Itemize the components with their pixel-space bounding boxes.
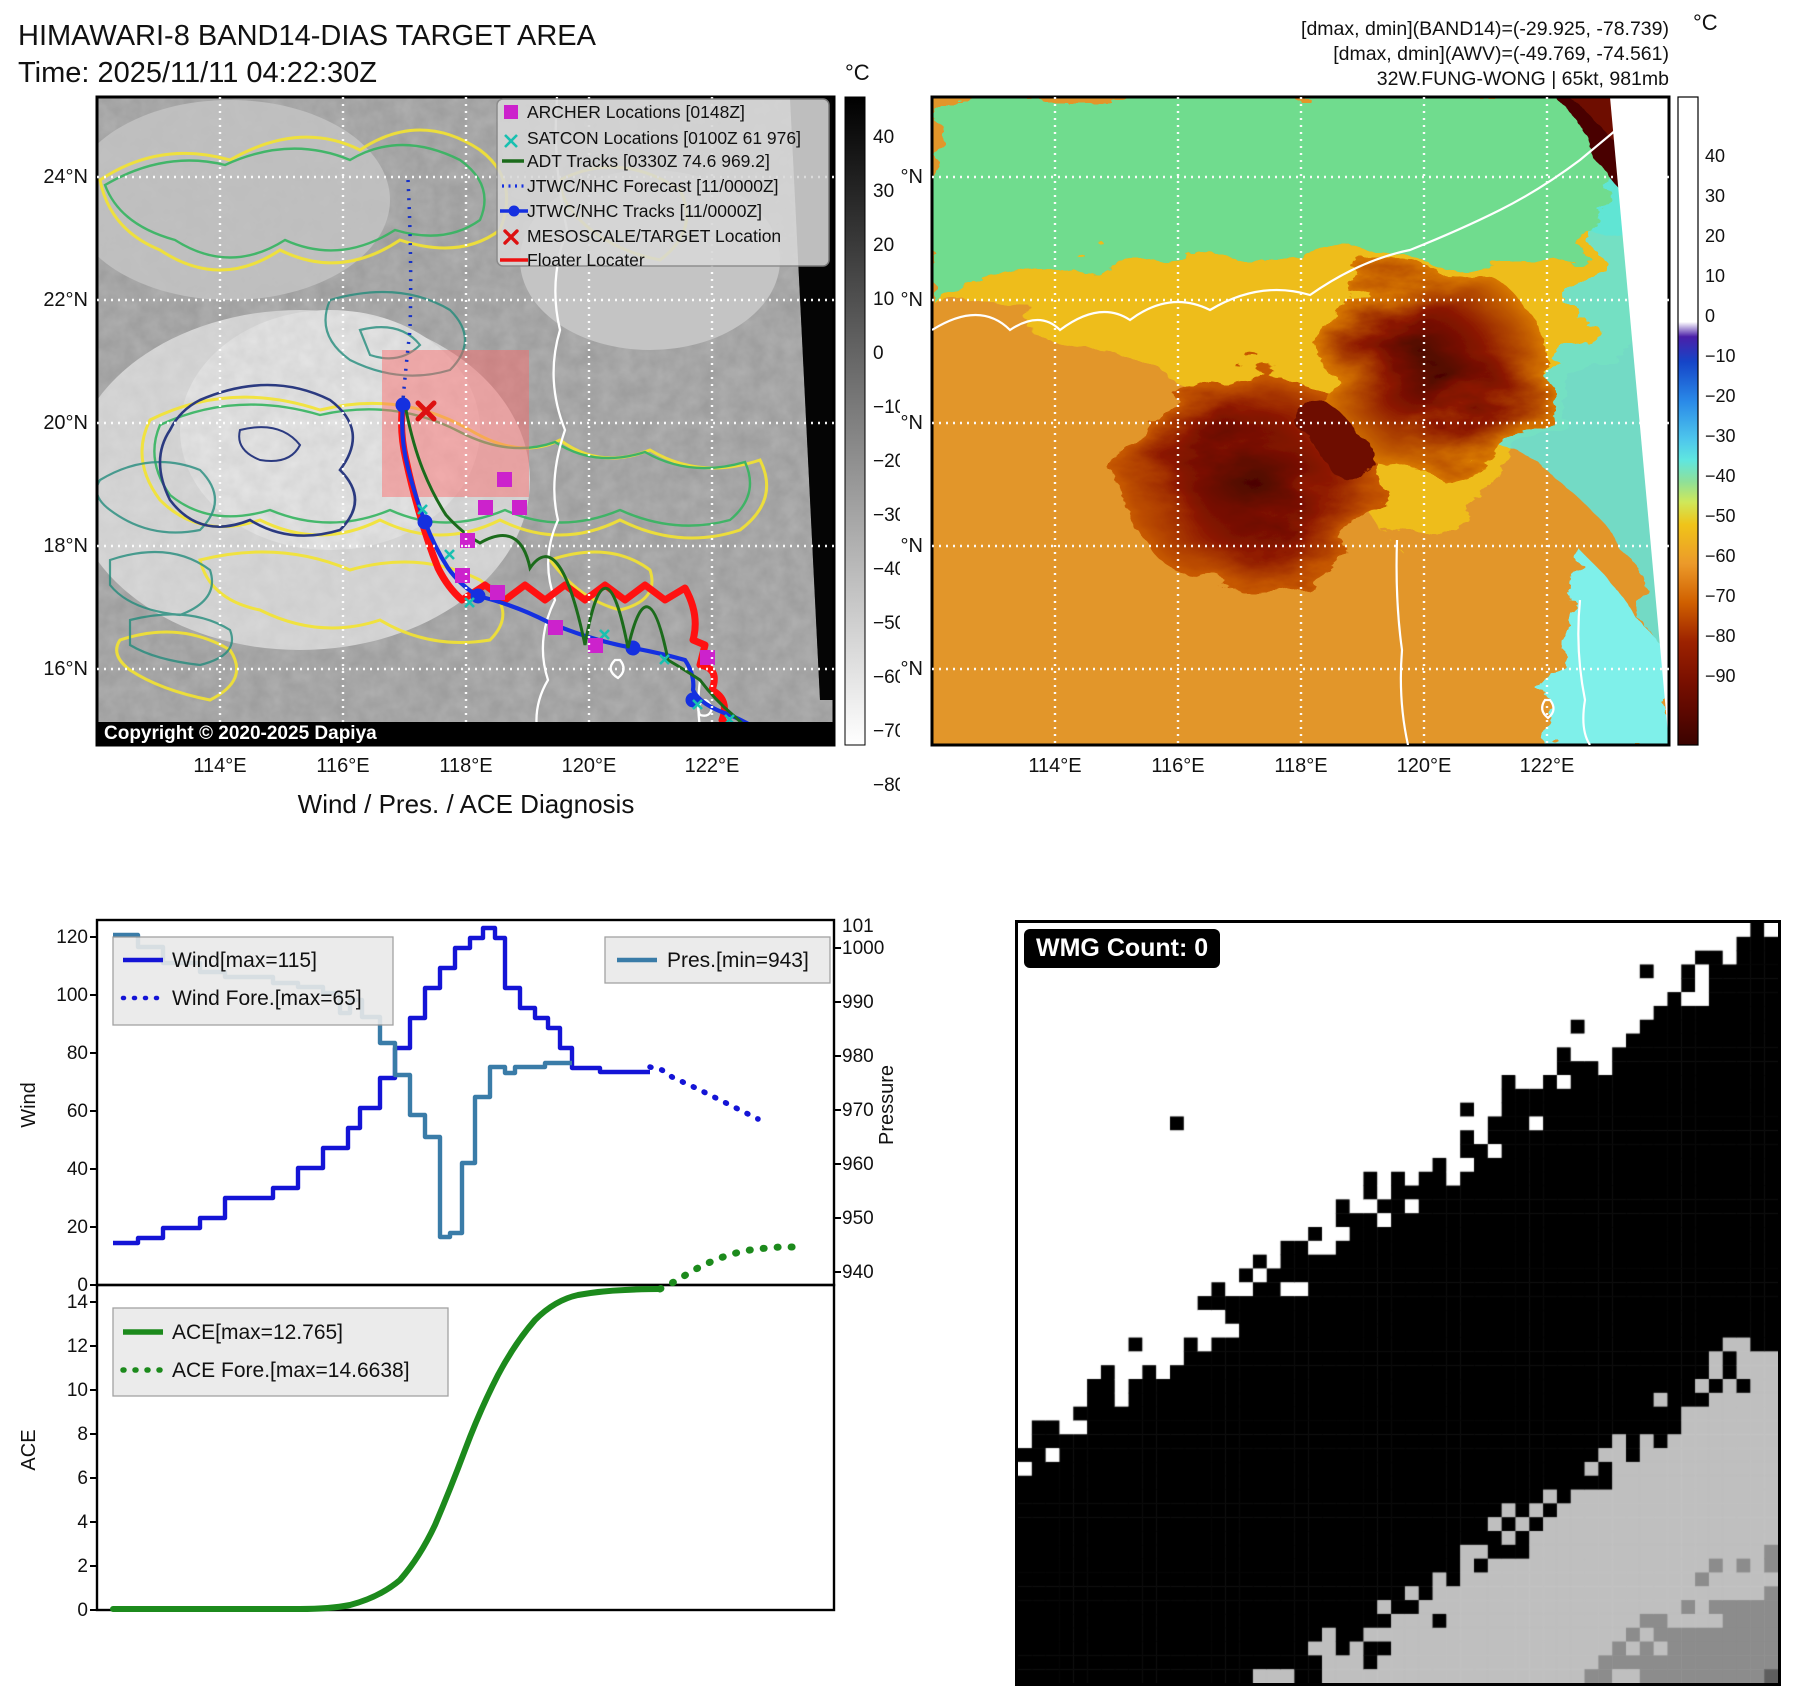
svg-text:40: 40: [67, 1159, 88, 1180]
svg-text:22°N: 22°N: [900, 289, 923, 311]
svg-text:18°N: 18°N: [43, 535, 88, 557]
svg-text:20°N: 20°N: [900, 412, 923, 434]
svg-text:Wind Fore.[max=65]: Wind Fore.[max=65]: [172, 987, 362, 1010]
svg-text:12: 12: [67, 1336, 88, 1357]
svg-text:−80: −80: [873, 775, 900, 796]
svg-text:4: 4: [77, 1512, 88, 1533]
svg-text:−40: −40: [1705, 466, 1736, 486]
svg-text:24°N: 24°N: [43, 166, 88, 188]
svg-text:JTWC/NHC Forecast [11/0000Z]: JTWC/NHC Forecast [11/0000Z]: [527, 176, 779, 196]
svg-text:990: 990: [842, 992, 874, 1013]
svg-text:16°N: 16°N: [43, 658, 88, 680]
svg-text:122°E: 122°E: [1520, 755, 1575, 777]
svg-text:ADT Tracks [0330Z 74.6 969.2]: ADT Tracks [0330Z 74.6 969.2]: [527, 151, 770, 171]
svg-text:80: 80: [67, 1043, 88, 1064]
svg-text:118°E: 118°E: [439, 755, 492, 777]
svg-text:20: 20: [1705, 226, 1725, 246]
svg-text:114°E: 114°E: [1028, 755, 1081, 777]
svg-text:120°E: 120°E: [1397, 755, 1452, 777]
svg-text:ACE[max=12.765]: ACE[max=12.765]: [172, 1321, 343, 1344]
svg-text:−30: −30: [873, 505, 900, 526]
svg-text:[dmax, dmin](BAND14)=(-29.925,: [dmax, dmin](BAND14)=(-29.925, -78.739): [1301, 18, 1669, 40]
svg-text:10: 10: [1705, 266, 1725, 286]
svg-text:ACE Fore.[max=14.6638]: ACE Fore.[max=14.6638]: [172, 1359, 410, 1382]
svg-text:−60: −60: [1705, 546, 1736, 566]
svg-text:60: 60: [67, 1101, 88, 1122]
svg-text:14: 14: [67, 1292, 89, 1313]
svg-text:950: 950: [842, 1208, 874, 1229]
svg-text:122°E: 122°E: [685, 755, 740, 777]
svg-text:30: 30: [1705, 186, 1725, 206]
svg-text:ARCHER Locations [0148Z]: ARCHER Locations [0148Z]: [527, 102, 745, 122]
svg-text:101: 101: [842, 916, 874, 937]
svg-text:−40: −40: [873, 559, 900, 580]
svg-text:JTWC/NHC Tracks [11/0000Z]: JTWC/NHC Tracks [11/0000Z]: [527, 201, 762, 221]
svg-text:Pressure: Pressure: [876, 1065, 898, 1145]
svg-text:−50: −50: [873, 613, 900, 634]
svg-text:Wind / Pres. / ACE Diagnosis: Wind / Pres. / ACE Diagnosis: [298, 789, 635, 819]
svg-text:−50: −50: [1705, 506, 1736, 526]
svg-text:−20: −20: [1705, 386, 1736, 406]
svg-text:24°N: 24°N: [900, 166, 923, 188]
svg-text:18°N: 18°N: [900, 535, 923, 557]
svg-text:100: 100: [56, 985, 88, 1006]
svg-text:MESOSCALE/TARGET Location: MESOSCALE/TARGET Location: [527, 226, 781, 246]
svg-text:Wind[max=115]: Wind[max=115]: [172, 949, 317, 972]
svg-text:40: 40: [1705, 146, 1725, 166]
svg-text:10: 10: [873, 289, 894, 310]
svg-text:120: 120: [56, 927, 88, 948]
svg-text:20°N: 20°N: [43, 412, 88, 434]
svg-text:−70: −70: [1705, 586, 1736, 606]
svg-text:−60: −60: [873, 667, 900, 688]
svg-text:980: 980: [842, 1046, 874, 1067]
svg-text:970: 970: [842, 1100, 874, 1121]
svg-text:ACE: ACE: [18, 1429, 40, 1470]
svg-text:1000: 1000: [842, 938, 884, 959]
svg-text:Wind: Wind: [18, 1082, 40, 1128]
svg-text:0: 0: [77, 1600, 88, 1621]
svg-text:−10: −10: [873, 397, 900, 418]
svg-text:8: 8: [77, 1424, 88, 1445]
svg-text:118°E: 118°E: [1274, 755, 1327, 777]
svg-text:6: 6: [77, 1468, 88, 1489]
svg-text:Copyright © 2020-2025 Dapiya: Copyright © 2020-2025 Dapiya: [104, 723, 377, 744]
svg-text:960: 960: [842, 1154, 874, 1175]
svg-text:940: 940: [842, 1262, 874, 1283]
svg-text:120°E: 120°E: [562, 755, 617, 777]
svg-text:30: 30: [873, 181, 894, 202]
svg-text:116°E: 116°E: [316, 755, 369, 777]
svg-text:20: 20: [67, 1217, 88, 1238]
svg-text:Pres.[min=943]: Pres.[min=943]: [667, 949, 809, 972]
svg-text:−90: −90: [1705, 666, 1736, 686]
svg-text:[dmax, dmin](AWV)=(-49.769, -7: [dmax, dmin](AWV)=(-49.769, -74.561): [1333, 43, 1669, 65]
svg-text:−30: −30: [1705, 426, 1736, 446]
svg-text:22°N: 22°N: [43, 289, 88, 311]
svg-text:0: 0: [873, 343, 884, 364]
svg-text:0: 0: [1705, 306, 1715, 326]
svg-text:°C: °C: [845, 60, 870, 85]
svg-text:32W.FUNG-WONG | 65kt, 981mb: 32W.FUNG-WONG | 65kt, 981mb: [1377, 68, 1669, 90]
svg-text:2: 2: [77, 1556, 88, 1577]
svg-text:116°E: 116°E: [1151, 755, 1204, 777]
svg-text:−70: −70: [873, 721, 900, 742]
svg-text:−80: −80: [1705, 626, 1736, 646]
svg-text:SATCON Locations [0100Z 61 976: SATCON Locations [0100Z 61 976]: [527, 128, 801, 148]
svg-text:−10: −10: [1705, 346, 1736, 366]
svg-text:°C: °C: [1693, 10, 1718, 35]
svg-text:40: 40: [873, 127, 894, 148]
svg-text:114°E: 114°E: [193, 755, 246, 777]
svg-text:Floater Locater: Floater Locater: [527, 250, 645, 270]
svg-text:10: 10: [67, 1380, 88, 1401]
svg-text:16°N: 16°N: [900, 658, 923, 680]
svg-text:20: 20: [873, 235, 894, 256]
svg-text:−20: −20: [873, 451, 900, 472]
